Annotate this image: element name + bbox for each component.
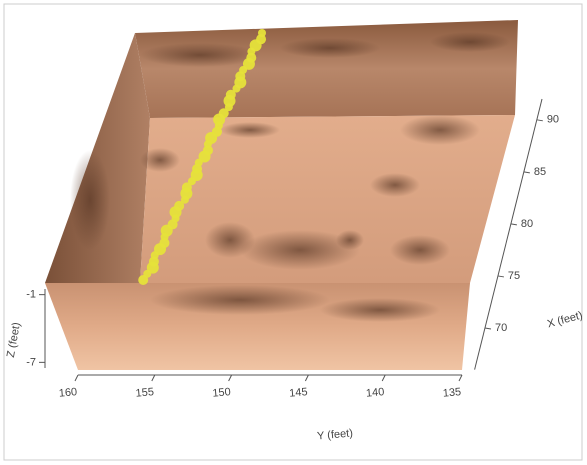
x-tick-label: 80 — [521, 218, 533, 230]
tracer-blob — [213, 113, 226, 126]
y-tick — [74, 374, 79, 382]
x-axis-label: X (feet) — [546, 309, 584, 330]
y-tick — [381, 374, 386, 382]
y-tick-label: 160 — [58, 386, 77, 400]
x-tick — [536, 119, 543, 122]
x-tick — [510, 223, 517, 226]
y-tick — [228, 374, 233, 382]
tracer-blob — [187, 177, 196, 186]
x-tick-label: 90 — [547, 114, 559, 126]
y-tick — [304, 374, 309, 382]
z-axis-label: Z (feet) — [5, 321, 23, 358]
x-tick-label: 75 — [508, 270, 520, 282]
x-axis-line — [474, 98, 543, 370]
y-tick — [458, 374, 463, 382]
tracer-blob — [138, 275, 149, 285]
tracer-blob — [169, 206, 182, 219]
y-tick-label: 145 — [289, 386, 308, 400]
x-tick — [484, 327, 492, 330]
z-tick-label: -1 — [26, 289, 36, 301]
tracer-blob — [232, 84, 241, 93]
frame — [3, 3, 583, 461]
tracer-blob — [242, 57, 255, 70]
x-tick-label: 85 — [534, 166, 546, 178]
tracer-blob — [224, 103, 233, 112]
x-tick — [497, 275, 505, 278]
tracer-blob — [198, 150, 211, 163]
y-tick-label: 140 — [366, 386, 385, 400]
texture — [70, 32, 510, 322]
y-axis-label: Y (feet) — [317, 427, 354, 442]
x-tick-label: 70 — [495, 322, 507, 334]
z-tick-label: -7 — [26, 356, 36, 368]
y-tick-label: 135 — [442, 386, 461, 400]
y-tick-label: 155 — [135, 386, 154, 400]
tracer-blob — [180, 195, 189, 204]
y-tick — [151, 374, 156, 382]
x-tick — [523, 171, 530, 174]
tracer-blob — [146, 261, 159, 274]
tracer — [138, 29, 267, 285]
y-tick-label: 150 — [212, 386, 231, 400]
